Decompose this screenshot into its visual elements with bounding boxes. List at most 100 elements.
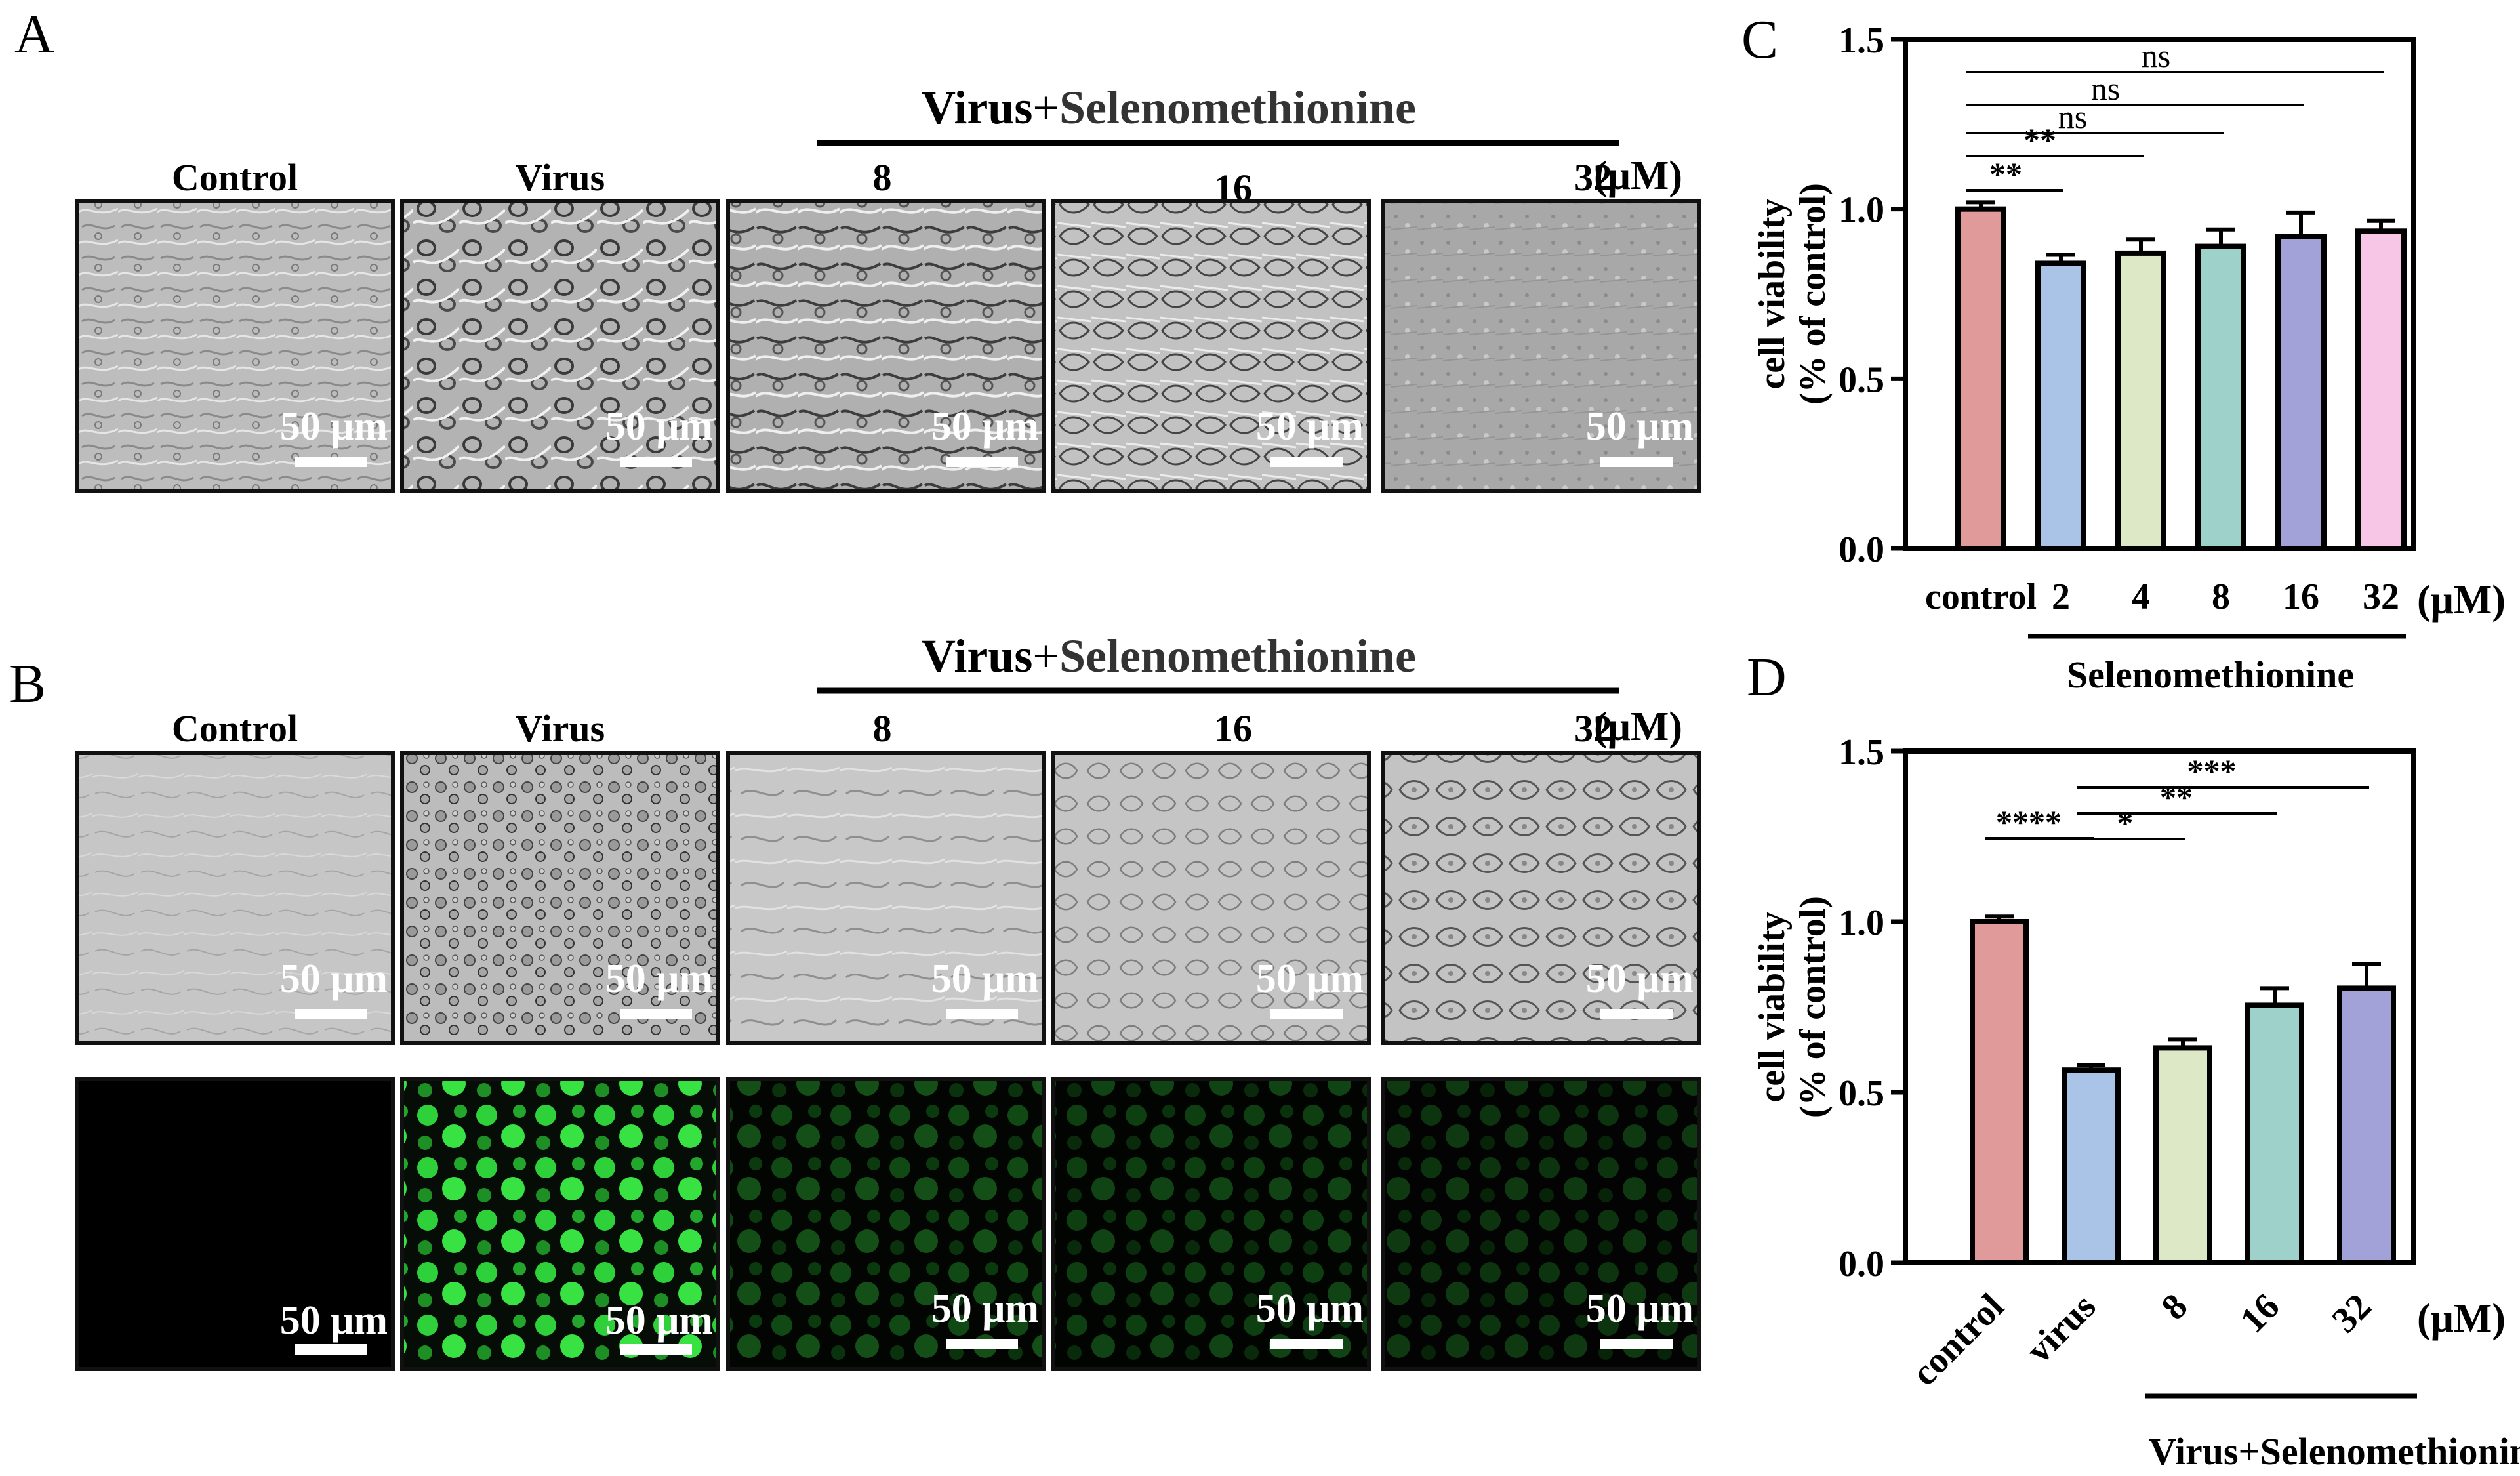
- panel-b-fluorescence-scale-bar-1: [620, 1344, 692, 1355]
- panel-a-tile-brightfield-virus-scale-label: 50 μm: [605, 404, 713, 449]
- panel-b-tile-brightfield-control-scale-label: 50 μm: [280, 956, 388, 1001]
- panel-b-fluorescence-scale-label-0: 50 μm: [280, 1298, 388, 1343]
- x-tick-label-16: 16: [2233, 1286, 2287, 1340]
- x-tick-label-8: 8: [2154, 1286, 2196, 1328]
- panel-a-tile-brightfield-32-scale-bar: [1600, 457, 1673, 467]
- panel-a-tile-brightfield-16-scale-label: 50 μm: [1256, 404, 1364, 449]
- panel-a-tile-brightfield-16: 50 μm: [1051, 199, 1371, 493]
- bar-control: [1955, 206, 2006, 551]
- panel-a-tile-brightfield-8: 50 μm: [726, 199, 1046, 493]
- panel-b-fluorescence-tile-1: 50 μm: [400, 1077, 720, 1371]
- panel-a-tile-brightfield-control-scale-bar: [295, 457, 367, 467]
- panel-b-fluorescence-scale-label-2: 50 μm: [931, 1286, 1039, 1331]
- bar-8: [2153, 1045, 2212, 1266]
- panel-b-tile-brightfield-32: 50 μm: [1381, 751, 1701, 1045]
- panel-b-fluorescence-scale-bar-3: [1270, 1339, 1343, 1349]
- panel-a-tile-brightfield-virus-scale-bar: [620, 457, 692, 467]
- panel-b-tile-brightfield-8: 50 μm: [726, 751, 1046, 1045]
- fluorescence-signal: [1385, 1081, 1697, 1367]
- significance-label-1: *: [2117, 804, 2134, 841]
- panel-a-col-label-1: Virus: [516, 156, 605, 199]
- bar-control: [1970, 919, 2029, 1265]
- chart-c-letter: C: [1741, 9, 1778, 70]
- x-tick-label-virus: virus: [2019, 1286, 2104, 1371]
- panel-b-fluorescence-scale-bar-0: [295, 1344, 367, 1355]
- y-tick-label: 1.5: [1839, 20, 1884, 61]
- panel-a-letter: A: [14, 4, 54, 65]
- panel-b-col-label-1: Virus: [516, 707, 605, 750]
- panel-a-tile-brightfield-32: 50 μm: [1381, 199, 1701, 493]
- panel-a-tile-brightfield-control: 50 μm: [75, 199, 395, 493]
- panel-b-fluorescence-tile-4: 50 μm: [1381, 1077, 1701, 1371]
- bar-8: [2195, 243, 2246, 551]
- panel-b-col-label-4: 32: [1574, 707, 1612, 750]
- panel-b-tile-brightfield-virus-scale-label: 50 μm: [605, 956, 713, 1001]
- panel-a-tile-brightfield-16-scale-bar: [1270, 457, 1343, 467]
- panel-b-col-label-2: 8: [873, 707, 892, 750]
- y-tick-label: 1.0: [1839, 190, 1884, 231]
- y-tick-label: 0.0: [1839, 1244, 1884, 1284]
- panel-b-tile-brightfield-16-scale-bar: [1270, 1009, 1343, 1019]
- significance-label-0: ****: [1996, 804, 2062, 840]
- y-tick-label: 1.0: [1839, 903, 1884, 943]
- x-tick-label-16: 16: [2283, 577, 2319, 617]
- chart-d-letter: D: [1747, 647, 1787, 708]
- chart-d-group-label: Virus+Selenomethionine: [2149, 1430, 2520, 1473]
- panel-b-fluorescence-scale-bar-2: [946, 1339, 1018, 1349]
- chart-d: D 0.0 0.5 1.0 1.5 cell viability (% of control…: [1747, 647, 2520, 1473]
- panel-b-tile-brightfield-32-scale-label: 50 μm: [1586, 956, 1694, 1001]
- fluorescence-signal: [1055, 1081, 1367, 1367]
- panel-b-tile-brightfield-control-scale-bar: [295, 1009, 367, 1019]
- bar-4: [2115, 250, 2166, 551]
- x-tick-label-32: 32: [2363, 577, 2399, 617]
- panel-b-col-label-3: 16: [1214, 707, 1252, 750]
- panel-b-fluorescence-scale-bar-4: [1600, 1339, 1673, 1349]
- bar-virus: [2062, 1067, 2121, 1265]
- panel-b-tile-brightfield-32-scale-bar: [1600, 1009, 1673, 1019]
- panel-b-fluorescence-scale-label-1: 50 μm: [605, 1298, 713, 1343]
- significance-label-1: **: [2023, 121, 2056, 158]
- panel-a-tile-brightfield-control-scale-label: 50 μm: [280, 404, 388, 449]
- x-tick-label-2: 2: [2052, 577, 2070, 617]
- panel-a-col-label-4: 32: [1574, 156, 1612, 199]
- y-axis-label-line2: (% of control): [1793, 896, 1833, 1118]
- x-tick-label-4: 4: [2132, 577, 2150, 617]
- panel-a-tile-brightfield-8-scale-label: 50 μm: [931, 404, 1039, 449]
- panel-b-fluorescence-tile-0: 50 μm: [75, 1077, 395, 1371]
- significance-label-0: **: [1989, 155, 2022, 192]
- significance-label-4: ns: [2142, 37, 2170, 74]
- panel-b-tile-brightfield-8-scale-bar: [946, 1009, 1018, 1019]
- panel-b-col-label-0: Control: [172, 707, 298, 750]
- panel-b-tile-brightfield-virus-scale-bar: [620, 1009, 692, 1019]
- panel-b-tile-brightfield-16-scale-label: 50 μm: [1256, 956, 1364, 1001]
- significance-label-3: ***: [2187, 752, 2237, 789]
- panel-b-tile-brightfield-8-scale-label: 50 μm: [931, 956, 1039, 1001]
- panel-b-fluorescence-tile-3: 50 μm: [1051, 1077, 1371, 1371]
- y-tick-label: 0.5: [1839, 359, 1884, 400]
- panel-b-letter: B: [9, 653, 46, 714]
- fluorescence-signal: [404, 1081, 716, 1367]
- chart-c: C 0.0 0.5 1.0 1.5 cell viability (% of control…: [1741, 9, 2506, 696]
- chart-c-group-label: Selenomethionine: [2067, 653, 2354, 696]
- chart-c-unit: (μM): [2417, 578, 2506, 623]
- panel-b-unit-label: (μM): [1594, 705, 1682, 749]
- x-tick-label-control: control: [1904, 1286, 2012, 1393]
- x-tick-label-32: 32: [2325, 1286, 2379, 1340]
- x-tick-label-control: control: [1925, 577, 2037, 617]
- panel-a-tile-brightfield-8-scale-bar: [946, 457, 1018, 467]
- chart-d-unit: (μM): [2417, 1296, 2506, 1341]
- y-axis-label-line1: cell viability: [1752, 199, 1793, 390]
- panel-a-unit-label: (μM): [1594, 154, 1682, 198]
- panel-b-fluorescence-tile-2: 50 μm: [726, 1077, 1046, 1371]
- panel-a-col-label-0: Control: [172, 156, 298, 199]
- y-tick-label: 1.5: [1839, 732, 1884, 773]
- bar-32: [2355, 228, 2407, 551]
- panel-b-tile-brightfield-16: 50 μm: [1051, 751, 1371, 1045]
- y-tick-label: 0.0: [1839, 529, 1884, 570]
- panel-a-group-header: Virus+Selenomethionine: [817, 81, 1619, 146]
- y-axis-label-line1: cell viability: [1752, 912, 1793, 1103]
- panel-a-col-label-2: 8: [873, 156, 892, 199]
- x-tick-label-8: 8: [2212, 577, 2230, 617]
- panel-b-group-label: Virus+Selenomethionine: [922, 630, 1416, 682]
